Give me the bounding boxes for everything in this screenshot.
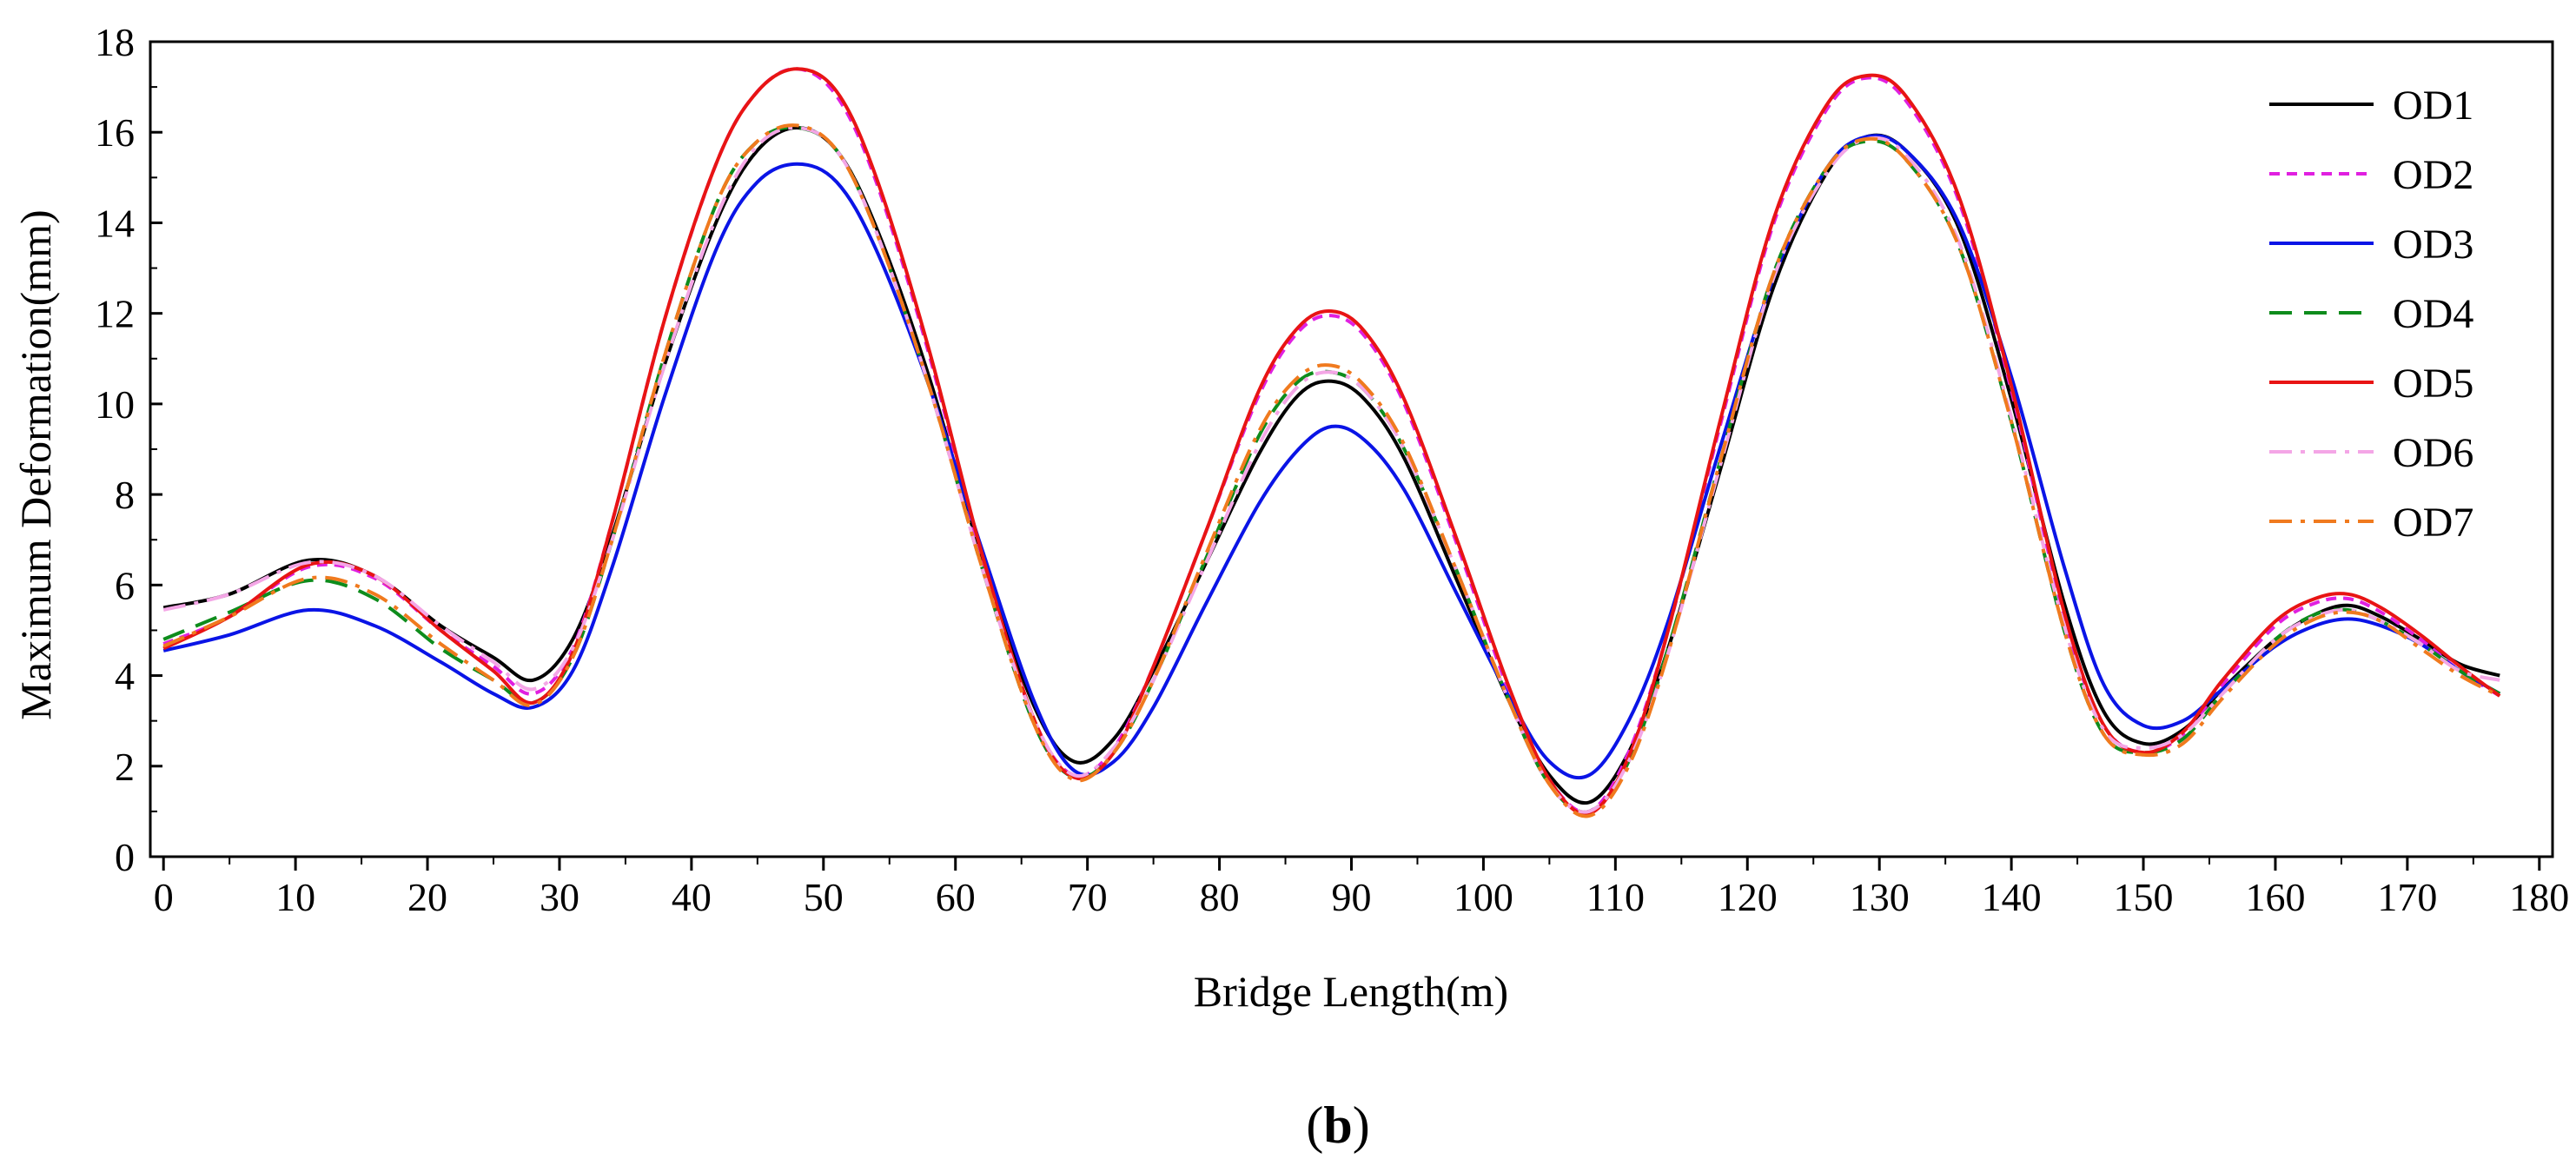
- series-line-od1: [162, 126, 2500, 805]
- y-tick-label: 6: [115, 563, 135, 607]
- x-tick-label: 90: [1332, 875, 1372, 919]
- series-line-od4: [162, 125, 2501, 814]
- caption-letter: b: [1323, 1096, 1352, 1154]
- caption-open-paren: (: [1306, 1096, 1323, 1154]
- legend-label-od5: OD5: [2393, 361, 2473, 407]
- legend-label-od4: OD4: [2393, 291, 2473, 337]
- x-tick-label: 30: [540, 875, 579, 919]
- y-tick-label: 10: [95, 382, 135, 427]
- legend: OD1 OD2 OD3 OD4 OD5 OD6 OD7: [2269, 83, 2473, 546]
- y-tick-label: 16: [95, 110, 135, 155]
- x-tick-label: 80: [1200, 875, 1240, 919]
- x-axis-ticks: 0 10 20 30 40 50 60 70 80 90 100 110 120 130 140 150 160…: [154, 857, 2569, 919]
- legend-label-od2: OD2: [2393, 152, 2473, 198]
- series-line-od7: [162, 123, 2501, 818]
- y-axis-title: Maximum Deformation(mm): [11, 209, 60, 719]
- y-tick-label: 2: [115, 745, 135, 789]
- y-axis-ticks: 0 2 4 6 8 10 12 14 16 18: [95, 20, 162, 879]
- y-tick-label: 0: [115, 835, 135, 879]
- x-tick-label: 120: [1718, 875, 1778, 919]
- y-tick-label: 8: [115, 473, 135, 517]
- x-tick-label: 140: [1982, 875, 2042, 919]
- series-line-od6: [162, 125, 2500, 814]
- x-tick-label: 0: [154, 875, 174, 919]
- x-tick-label: 170: [2377, 875, 2437, 919]
- series-line-od5: [162, 67, 2501, 817]
- caption-close-paren: ): [1353, 1096, 1370, 1154]
- x-tick-label: 110: [1586, 875, 1645, 919]
- x-tick-label: 100: [1454, 875, 1513, 919]
- x-tick-label: 70: [1068, 875, 1108, 919]
- x-tick-label: 160: [2245, 875, 2305, 919]
- y-tick-label: 12: [95, 292, 135, 336]
- legend-label-od7: OD7: [2393, 500, 2473, 546]
- y-tick-label: 18: [95, 20, 135, 64]
- x-tick-label: 10: [275, 875, 315, 919]
- x-tick-label: 130: [1850, 875, 1910, 919]
- series-layer: [162, 67, 2501, 818]
- legend-label-od1: OD1: [2393, 83, 2473, 129]
- series-line-od2: [162, 67, 2501, 814]
- y-tick-label: 14: [95, 201, 135, 245]
- figure-caption: (b): [1306, 1096, 1369, 1154]
- x-tick-label: 20: [407, 875, 447, 919]
- x-axis-title: Bridge Length(m): [1194, 967, 1508, 1016]
- series-line-od3: [162, 134, 2501, 780]
- x-tick-label: 40: [672, 875, 712, 919]
- x-tick-label: 50: [804, 875, 844, 919]
- x-tick-label: 150: [2114, 875, 2174, 919]
- legend-label-od3: OD3: [2393, 222, 2473, 268]
- legend-label-od6: OD6: [2393, 430, 2473, 476]
- x-tick-label: 180: [2509, 875, 2569, 919]
- x-tick-label: 60: [936, 875, 976, 919]
- y-tick-label: 4: [115, 654, 135, 699]
